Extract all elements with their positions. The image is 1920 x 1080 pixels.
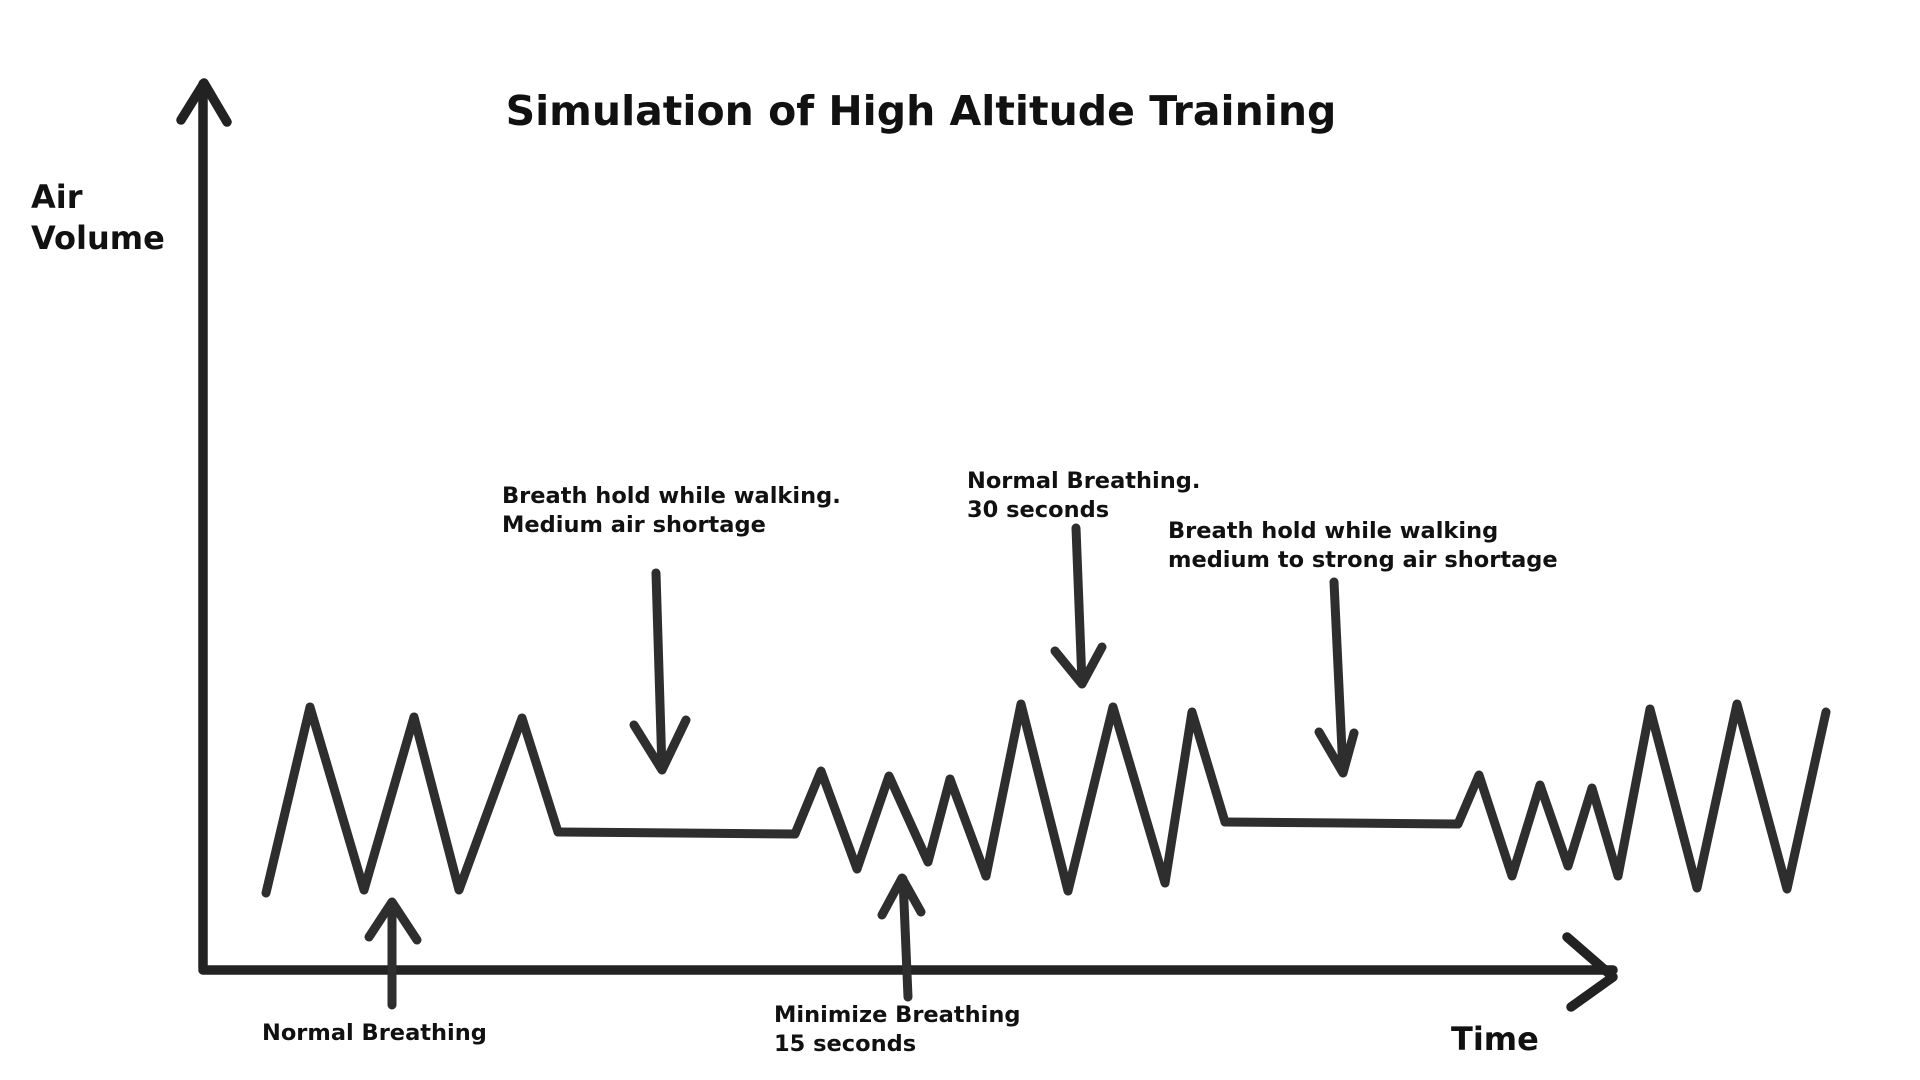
trace-breath-hold-strong: [1220, 817, 1463, 829]
label-breath-hold-medium-line1: Breath hold while walking.: [502, 483, 841, 509]
x-axis-label: Time: [1451, 1020, 1539, 1058]
trace-recovery-breathing: [1453, 699, 1831, 894]
label-minimize-breathing-line1: Minimize Breathing: [774, 1002, 1020, 1028]
arrow-breath-hold-medium: [629, 568, 691, 775]
y-axis-label-line2: Volume: [31, 219, 165, 257]
trace-normal-breathing: [261, 702, 563, 898]
label-minimize-breathing-line2: 15 seconds: [774, 1031, 916, 1057]
y-axis-label-line1: Air: [31, 178, 83, 216]
trace-breath-hold-medium: [553, 827, 800, 839]
x-axis-arrowhead: [1562, 932, 1618, 1012]
y-axis-arrowhead: [176, 78, 232, 127]
label-breath-hold-strong-line2: medium to strong air shortage: [1168, 547, 1558, 573]
arrow-normal-breathing-30: [1050, 523, 1107, 689]
trace-minimize-breathing: [790, 766, 991, 881]
label-normal-breathing: Normal Breathing: [262, 1020, 487, 1046]
arrow-normal-breathing: [364, 897, 422, 1010]
label-normal-breathing-30-line2: 30 seconds: [967, 497, 1109, 523]
label-normal-breathing-30-line1: Normal Breathing.: [967, 468, 1200, 494]
label-breath-hold-medium-line2: Medium air shortage: [502, 512, 766, 538]
diagram-title: Simulation of High Altitude Training: [506, 87, 1337, 135]
arrow-minimize-breathing: [877, 873, 926, 1002]
arrow-breath-hold-strong: [1314, 577, 1359, 778]
trace-normal-breathing-30: [981, 699, 1230, 896]
label-breath-hold-strong-line1: Breath hold while walking: [1168, 518, 1498, 544]
